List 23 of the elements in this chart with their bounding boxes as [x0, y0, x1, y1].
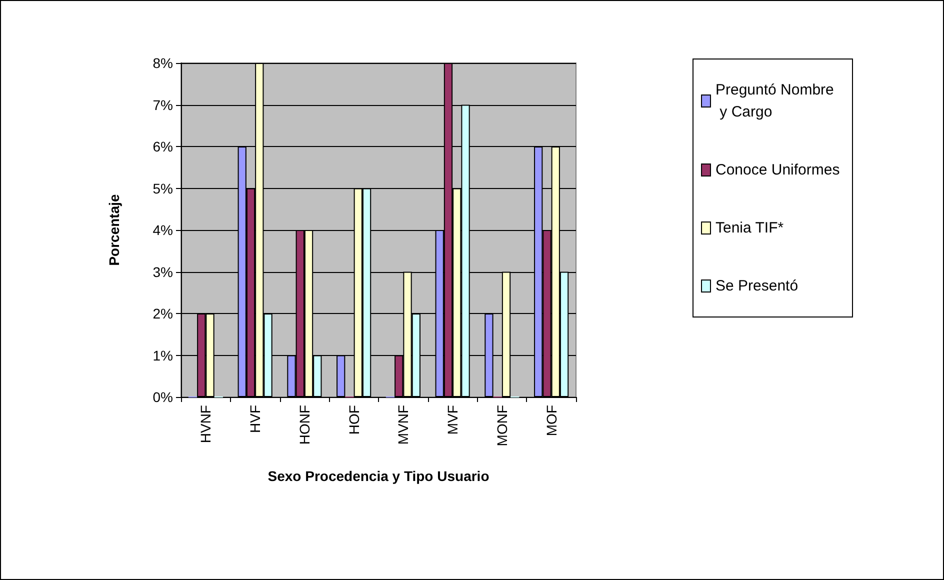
x-tick-label: MONF	[494, 405, 510, 446]
x-tick-label: MOF	[543, 405, 560, 436]
x-tick-label: HVF	[247, 405, 264, 433]
legend-label: Conoce Uniformes	[716, 162, 840, 178]
x-tick-label: MVNF	[395, 405, 412, 445]
y-tick-label: 0%	[152, 389, 173, 405]
y-tick-label: 2%	[152, 306, 173, 322]
y-tick-label: 5%	[152, 180, 173, 196]
x-tick-label: HVNF	[198, 405, 214, 444]
legend-label: Preguntó Nombre y Cargo	[716, 82, 834, 120]
x-tick-label: HONF	[296, 405, 312, 445]
y-tick-label: 4%	[152, 222, 173, 238]
y-axis-title: Porcentaje	[106, 194, 122, 266]
x-axis-title: Sexo Procedencia y Tipo Usuario	[268, 468, 490, 484]
legend-label: Se Presentó	[716, 278, 798, 294]
x-tick-label: HOF	[346, 405, 362, 435]
y-tick-label: 1%	[152, 347, 173, 364]
legend-label: Tenia TIF*	[716, 220, 784, 236]
y-tick-label: 6%	[152, 138, 173, 154]
x-tick-label: MVF	[444, 405, 461, 435]
y-tick-label: 3%	[152, 264, 173, 280]
y-tick-label: 8%	[152, 55, 173, 71]
y-tick-label: 7%	[152, 96, 173, 113]
